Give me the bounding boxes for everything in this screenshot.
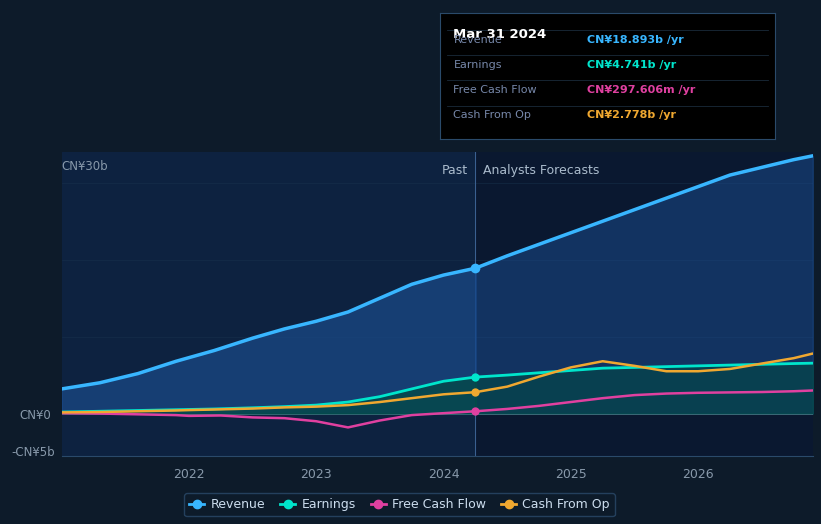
Text: CN¥297.606m /yr: CN¥297.606m /yr: [588, 85, 696, 95]
Text: Cash From Op: Cash From Op: [453, 110, 531, 120]
Text: Past: Past: [442, 164, 468, 177]
Bar: [475, 152, 813, 456]
Text: -CN¥5b: -CN¥5b: [11, 445, 55, 458]
Text: CN¥4.741b /yr: CN¥4.741b /yr: [588, 60, 677, 70]
Text: Revenue: Revenue: [453, 35, 502, 45]
Text: CN¥30b: CN¥30b: [62, 160, 108, 173]
Text: Mar 31 2024: Mar 31 2024: [453, 28, 547, 41]
Text: Free Cash Flow: Free Cash Flow: [453, 85, 537, 95]
Text: CN¥18.893b /yr: CN¥18.893b /yr: [588, 35, 684, 45]
Bar: [62, 152, 475, 456]
Text: Analysts Forecasts: Analysts Forecasts: [483, 164, 599, 177]
Legend: Revenue, Earnings, Free Cash Flow, Cash From Op: Revenue, Earnings, Free Cash Flow, Cash …: [185, 494, 615, 517]
Text: CN¥2.778b /yr: CN¥2.778b /yr: [588, 110, 677, 120]
Text: Earnings: Earnings: [453, 60, 502, 70]
